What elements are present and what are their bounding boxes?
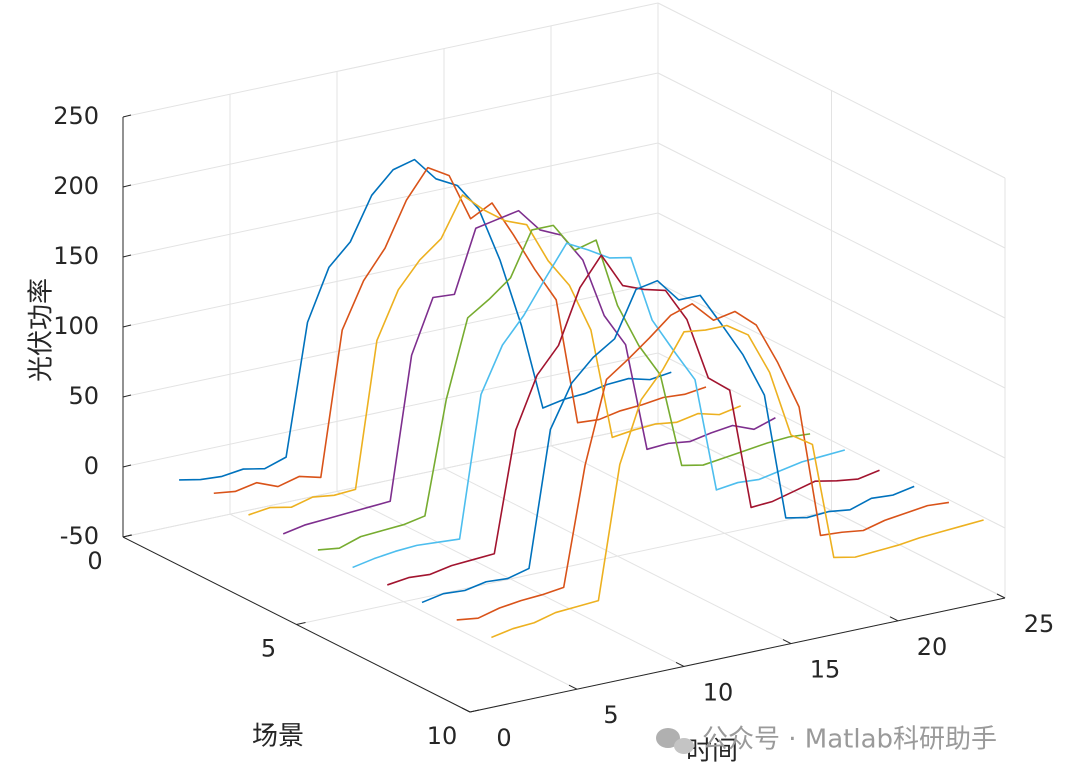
grid-line: [122, 282, 659, 398]
y-tick: [122, 534, 133, 538]
series-line: [213, 166, 707, 495]
z-tick-label: 0: [84, 452, 99, 480]
grid-line: [657, 2, 1006, 179]
z-tick-label: 100: [53, 312, 99, 340]
grid-line: [657, 282, 1006, 459]
y-tick-label: 5: [261, 635, 276, 663]
grid-line: [296, 510, 832, 625]
series-line: [282, 209, 776, 535]
grid-line: [657, 422, 1006, 599]
grid-line: [122, 142, 659, 258]
z-tick: [122, 184, 132, 188]
x-tick: [461, 707, 471, 713]
watermark: 公众号 · Matlab科研助手: [702, 725, 997, 755]
x-tick-label: 20: [917, 633, 948, 661]
grid-line: [122, 2, 659, 118]
z-axis-label: 光伏功率: [27, 278, 57, 382]
z-tick: [122, 254, 132, 258]
x-tick: [675, 661, 685, 667]
grid-line: [657, 72, 1006, 249]
series-line: [421, 279, 915, 604]
x-tick: [568, 684, 578, 690]
x-axis-label: 时间: [686, 737, 738, 767]
z-tick: [122, 324, 132, 328]
grid-line: [657, 212, 1006, 389]
y-tick: [296, 622, 306, 625]
z-tick-label: -50: [60, 522, 99, 550]
y-tick-label: 0: [87, 547, 102, 575]
x-axis-line: [469, 597, 1006, 713]
z-tick-label: 250: [53, 102, 99, 130]
series-line: [491, 324, 984, 639]
series-line: [317, 224, 811, 551]
series-line: [352, 242, 846, 569]
x-tick: [889, 616, 899, 622]
grid-line: [657, 142, 1006, 319]
x-tick: [782, 639, 792, 645]
grid-line: [122, 72, 659, 188]
z-tick-label: 200: [53, 172, 99, 200]
x-tick: [996, 593, 1006, 599]
x-tick-label: 25: [1024, 610, 1055, 638]
x-tick-label: 0: [496, 724, 511, 752]
z-tick-label: 150: [53, 242, 99, 270]
z-tick: [122, 114, 132, 118]
y-tick: [469, 709, 480, 713]
x-tick-label: 5: [603, 701, 618, 729]
watermark-icon: [656, 728, 694, 754]
x-tick-label: 15: [810, 656, 841, 684]
x-tick-label: 10: [703, 678, 734, 706]
z-tick-label: 50: [68, 382, 99, 410]
y-axis-label: 场景: [252, 722, 304, 752]
series-line: [248, 194, 742, 516]
z-tick: [122, 464, 132, 468]
grid-line: [122, 352, 659, 468]
grid-line: [122, 212, 659, 328]
series-line: [387, 254, 880, 586]
y-tick-label: 10: [427, 722, 458, 750]
grid-line: [122, 422, 659, 538]
series-line: [179, 158, 672, 481]
z-tick: [122, 394, 132, 398]
series-line: [456, 302, 950, 621]
